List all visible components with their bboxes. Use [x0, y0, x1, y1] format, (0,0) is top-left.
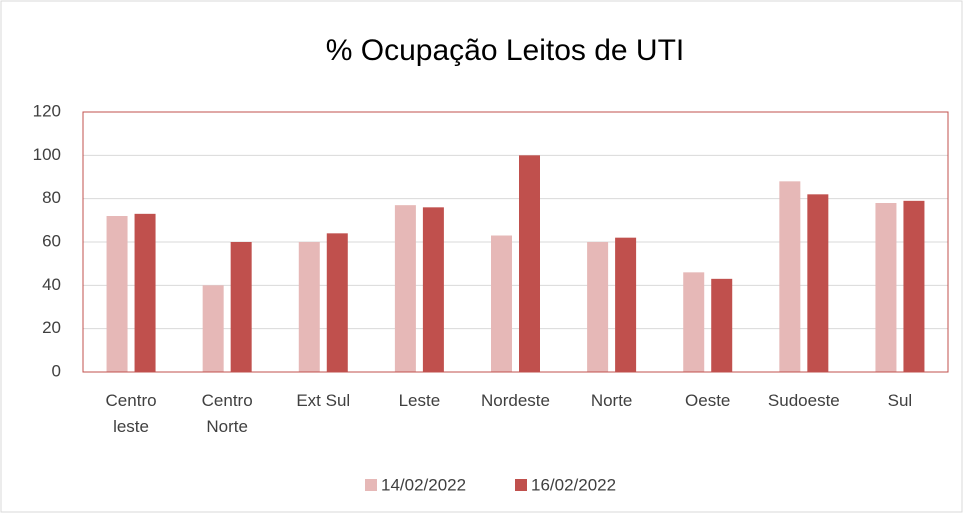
bar — [683, 272, 705, 372]
bar — [491, 235, 512, 372]
y-tick-label: 40 — [42, 275, 61, 294]
bar — [134, 213, 156, 372]
legend-swatch — [365, 479, 377, 491]
x-tick-label: Sudoeste — [767, 391, 840, 410]
chart-title: % Ocupação Leitos de UTI — [326, 34, 685, 67]
bar — [298, 242, 320, 372]
bar — [422, 207, 444, 372]
y-tick-label: 100 — [33, 145, 61, 164]
x-tick-label: Centro Norte — [201, 391, 253, 436]
y-tick-label: 120 — [33, 101, 61, 120]
bar — [615, 237, 637, 372]
legend-label: 16/02/2022 — [531, 475, 616, 494]
bar — [875, 203, 897, 372]
legend-swatch — [515, 479, 527, 491]
y-tick-label: 20 — [42, 318, 61, 337]
bar — [903, 200, 925, 372]
y-tick-label: 80 — [42, 188, 61, 207]
bar — [779, 181, 801, 372]
legend-label: 14/02/2022 — [381, 475, 466, 494]
x-tick-label: Leste — [398, 391, 441, 410]
x-tick-label: Norte — [590, 391, 633, 410]
x-tick-label: Sul — [887, 391, 913, 410]
bar — [106, 216, 128, 372]
x-tick-label: Nordeste — [481, 391, 550, 410]
x-tick-label: Ext Sul — [296, 391, 351, 410]
plot-border — [82, 111, 949, 373]
x-tick-label: Oeste — [685, 391, 731, 410]
bar — [326, 233, 348, 372]
bar — [394, 205, 416, 372]
bar — [587, 242, 609, 372]
bar — [711, 278, 733, 372]
bar — [519, 155, 540, 372]
x-tick-label: Centro leste — [105, 391, 157, 436]
y-tick-label: 60 — [42, 231, 61, 250]
bar — [807, 194, 829, 372]
bar — [202, 285, 224, 372]
y-tick-label: 0 — [52, 361, 61, 380]
bar — [230, 242, 252, 372]
